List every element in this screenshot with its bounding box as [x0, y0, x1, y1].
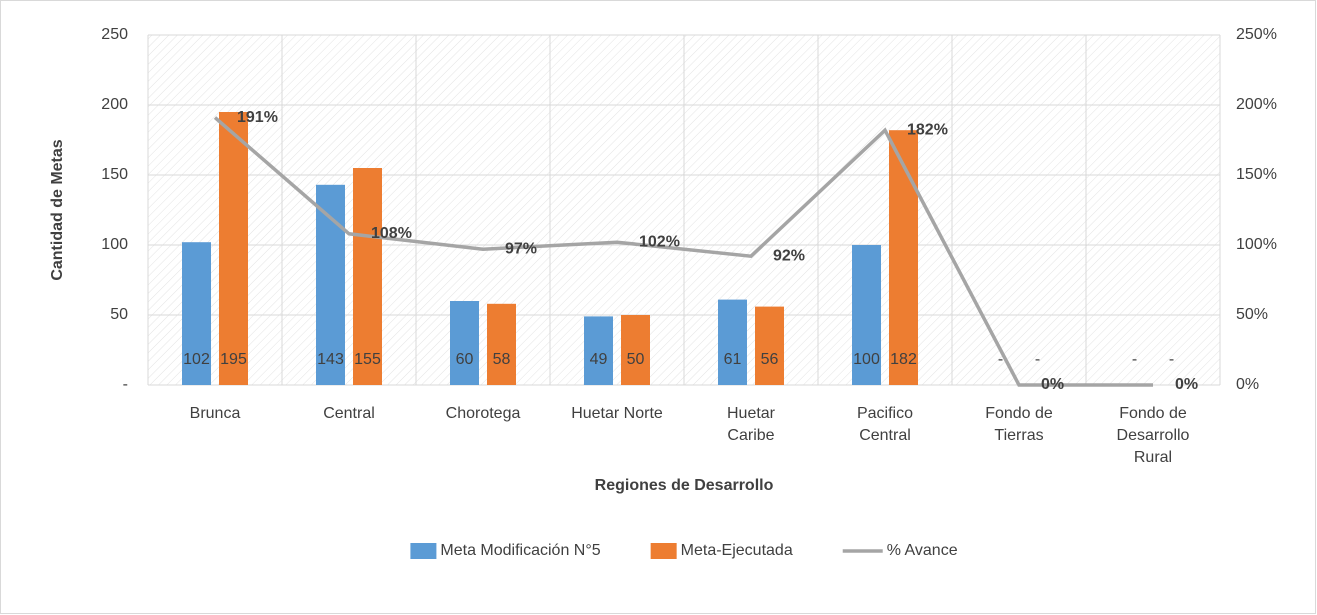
bar-value-label: 155: [354, 351, 381, 368]
bar: [487, 303, 516, 385]
x-tick-label-box: Fondo de Tierras: [985, 405, 1053, 444]
line-value-label: 92%: [773, 247, 805, 264]
line-value-label: 108%: [371, 225, 412, 242]
bar-value-label: 100: [853, 351, 880, 368]
bar-value-label: 50: [627, 351, 645, 368]
bar-value-label: 61: [724, 351, 742, 368]
bar: [755, 306, 784, 385]
bar: [889, 130, 918, 385]
x-tick-label-box: Chorotega: [445, 405, 521, 422]
legend-item: Meta-Ejecutada: [650, 542, 793, 559]
y-tick-label: 150: [101, 166, 128, 183]
x-tick-label: Pacifico Central: [856, 405, 914, 444]
x-tick-label: Fondo de Desarrollo Rural: [1116, 405, 1190, 466]
x-tick-label: Chorotega: [445, 405, 521, 422]
x-tick-label-box: Huetar Caribe: [726, 405, 776, 444]
y2-tick-label: 250%: [1236, 26, 1277, 43]
bar: [621, 315, 650, 385]
bar-value-label: -: [1169, 351, 1174, 368]
x-tick-label: Central: [323, 405, 375, 422]
bar: [584, 316, 613, 385]
bar-value-label: 60: [456, 351, 474, 368]
bar-value-label: -: [1132, 351, 1137, 368]
legend-item: Meta Modificación N°5: [410, 542, 601, 559]
bar-value-label: 56: [761, 351, 779, 368]
legend-swatch: [650, 543, 677, 559]
bar-value-label: 143: [317, 351, 344, 368]
bar-value-label: 182: [890, 351, 917, 368]
line-value-label: 0%: [1175, 376, 1198, 393]
bar: [450, 301, 479, 385]
legend-label: % Avance: [887, 542, 958, 559]
y2-tick-label: 150%: [1236, 166, 1277, 183]
bar-value-label: -: [1035, 351, 1040, 368]
y-tick-label: 100: [101, 236, 128, 253]
bar-value-label: -: [998, 351, 1003, 368]
bar: [182, 242, 211, 385]
x-tick-label-box: Pacifico Central: [856, 405, 914, 444]
y-axis-title: Cantidad de Metas: [49, 139, 66, 280]
bar-value-label: 102: [183, 351, 210, 368]
line-value-label: 182%: [907, 121, 948, 138]
legend-label: Meta-Ejecutada: [681, 542, 793, 559]
y-tick-label: 200: [101, 96, 128, 113]
line-value-label: 191%: [237, 109, 278, 126]
x-tick-label-box: Fondo de Desarrollo Rural: [1116, 405, 1190, 466]
bar-value-label: 49: [590, 351, 608, 368]
y2-tick-label: 100%: [1236, 236, 1277, 253]
bar: [852, 245, 881, 385]
bar-value-label: 195: [220, 351, 247, 368]
y2-tick-label: 200%: [1236, 96, 1277, 113]
x-tick-label-box: Brunca: [189, 405, 241, 422]
line-value-label: 102%: [639, 233, 680, 250]
y-tick-label: 250: [101, 26, 128, 43]
line-value-label: 0%: [1041, 376, 1064, 393]
legend-item: % Avance: [842, 542, 958, 559]
bar-value-label: 58: [493, 351, 511, 368]
line: [213, 116, 1153, 387]
y2-tick-label: 50%: [1236, 306, 1268, 323]
line-value-label: 97%: [505, 240, 537, 257]
x-tick-label: Brunca: [189, 405, 241, 422]
y-tick-label: 50: [110, 306, 128, 323]
x-tick-label: Huetar Caribe: [726, 405, 776, 444]
legend-label: Meta Modificación N°5: [440, 542, 600, 559]
x-tick-label-box: Central: [323, 405, 375, 422]
x-tick-label: Fondo de Tierras: [985, 405, 1053, 444]
y-tick-label: -: [123, 376, 128, 393]
y2-tick-label: 0%: [1236, 376, 1259, 393]
bar: [718, 299, 747, 385]
bar: [353, 168, 382, 385]
legend-swatch: [410, 543, 437, 559]
x-tick-label-box: Huetar Norte: [571, 405, 663, 422]
x-tick-label: Huetar Norte: [571, 405, 663, 422]
x-axis-title: Regiones de Desarrollo: [595, 477, 774, 494]
bar: [219, 112, 248, 385]
